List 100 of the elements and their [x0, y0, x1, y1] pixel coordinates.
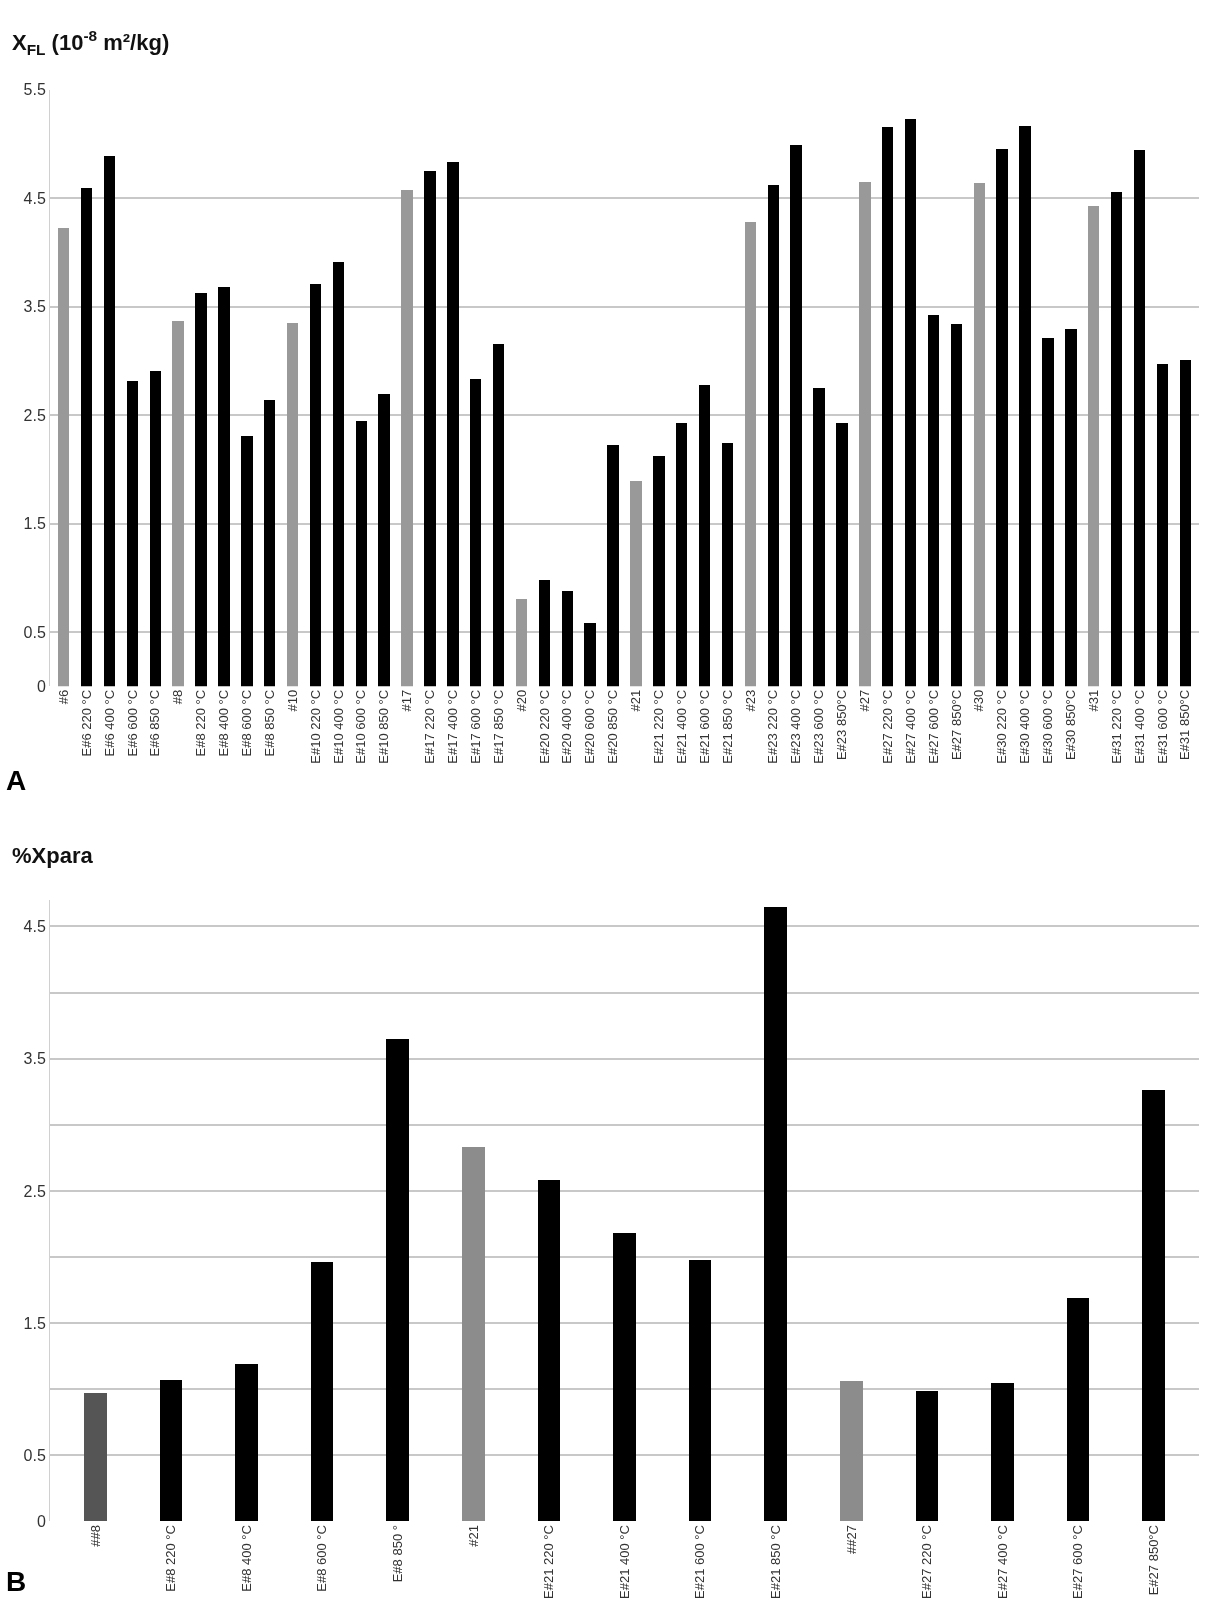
- x-tick-label: #10: [284, 689, 300, 712]
- bar: [160, 1380, 182, 1521]
- bar: [235, 1364, 258, 1521]
- bar: [1042, 337, 1054, 687]
- x-tick-label: E#21 400 °C: [673, 689, 689, 764]
- bar: [401, 189, 413, 687]
- bar: [882, 126, 893, 687]
- bar: [378, 393, 390, 687]
- x-tick-label: E#8 850 °C: [261, 689, 277, 757]
- bar: [689, 1260, 711, 1521]
- bar: [311, 1262, 333, 1521]
- bar: [699, 384, 710, 687]
- bar: [928, 314, 939, 687]
- x-tick-label: E#20 600 °C: [582, 689, 598, 764]
- x-tick-label: E#6 400 °C: [101, 689, 117, 757]
- x-tick-label: E#6 600 °C: [124, 689, 140, 757]
- bar: [493, 343, 504, 687]
- bar: [287, 322, 298, 687]
- bar: [150, 370, 161, 687]
- bar: [974, 182, 985, 687]
- x-tick-label: E#6 220 °C: [78, 689, 94, 757]
- x-tick-label: E#31 850°C: [1177, 689, 1193, 761]
- x-tick-label: E#17 400 °C: [445, 689, 461, 764]
- x-tick-label: E#30 600 °C: [1040, 689, 1056, 764]
- x-tick-label: #21: [465, 1525, 481, 1547]
- bar: [1065, 328, 1077, 687]
- bar: [84, 1393, 107, 1521]
- bar: [1088, 205, 1099, 687]
- x-tick-label: E#21 220 °C: [541, 1525, 557, 1599]
- bar: [859, 181, 871, 687]
- x-tick-label: E#8 600 °C: [239, 689, 255, 757]
- x-tick-label: E#27 600 °C: [1070, 1525, 1086, 1599]
- x-tick-label: E#23 600 °C: [811, 689, 827, 764]
- x-tick-label: E#10 600 °C: [353, 689, 369, 764]
- y-tick-label: 0: [36, 1513, 46, 1531]
- bar: [745, 221, 756, 687]
- x-tick-label: E#27 400 °C: [902, 689, 918, 764]
- bar: [840, 1381, 863, 1521]
- x-tick-label: E#21 600 °C: [696, 689, 712, 764]
- bar: [813, 387, 825, 687]
- x-tick-label: E#17 220 °C: [422, 689, 438, 764]
- x-tick-label: E#21 600 °C: [692, 1525, 708, 1599]
- x-tick-label: E#31 600 °C: [1154, 689, 1170, 764]
- x-tick-label: E#6 850 °C: [147, 689, 163, 757]
- bar: [836, 422, 848, 687]
- x-tick-label: E#30 220 °C: [994, 689, 1010, 764]
- bar: [462, 1147, 485, 1521]
- bar: [613, 1233, 636, 1521]
- x-tick-label: #6: [55, 689, 71, 705]
- bar: [127, 380, 138, 687]
- x-tick-label: E#17 850 °C: [490, 689, 506, 764]
- bar: [516, 598, 527, 687]
- bar: [1019, 125, 1031, 687]
- y-tick-label: 0.5: [23, 623, 46, 641]
- x-tick-label: E#27 600 °C: [925, 689, 941, 764]
- x-tick-label: E#8 850 °: [389, 1525, 405, 1583]
- bar: [264, 399, 275, 687]
- x-tick-label: #17: [399, 689, 415, 712]
- x-tick-label: E#8 600 °C: [314, 1525, 330, 1592]
- x-tick-label: #27: [857, 689, 873, 712]
- y-tick-label: 5.5: [23, 81, 46, 99]
- bar: [676, 422, 687, 687]
- bar: [790, 144, 802, 687]
- x-tick-label: E#17 600 °C: [467, 689, 483, 764]
- bar: [1157, 363, 1168, 687]
- bar: [653, 455, 665, 687]
- x-tick-label: E#27 400 °C: [994, 1525, 1010, 1599]
- x-tick-label: E#20 220 °C: [536, 689, 552, 764]
- bar: [607, 444, 619, 687]
- y-axis-title: X$_{FL}$ (10$^{-8}$ m²/kg): [12, 27, 170, 58]
- x-tick-label: #31: [1085, 689, 1101, 712]
- x-tick-label: #23: [742, 689, 758, 712]
- bar: [768, 184, 779, 687]
- y-tick-label: 4.5: [23, 189, 46, 207]
- bar: [333, 261, 344, 687]
- x-tick-label: E#8 400 °C: [238, 1525, 254, 1592]
- bar: [310, 283, 321, 687]
- bar: [81, 187, 92, 687]
- y-tick-label: 4.5: [23, 918, 46, 936]
- x-tick-label: ##8: [87, 1525, 103, 1547]
- text: A: [6, 765, 27, 796]
- x-tick-label: E#20 850 °C: [605, 689, 621, 764]
- y-axis-title: %Xpara: [12, 843, 94, 868]
- x-tick-label: E#31 400 °C: [1131, 689, 1147, 764]
- bar: [58, 227, 69, 687]
- x-tick-label: E#8 220 °C: [193, 689, 209, 757]
- x-tick-label: E#10 850 °C: [376, 689, 392, 764]
- x-tick-label: #8: [170, 689, 186, 705]
- x-tick-label: ##27: [843, 1525, 859, 1554]
- bar: [1142, 1090, 1165, 1521]
- y-tick-label: 3.5: [23, 1050, 46, 1068]
- x-tick-label: #20: [513, 689, 529, 712]
- bar: [764, 907, 787, 1521]
- x-tick-label: E#30 400 °C: [1017, 689, 1033, 764]
- bar: [1180, 359, 1191, 687]
- x-tick-label: E#31 220 °C: [1108, 689, 1124, 764]
- bar: [630, 480, 642, 687]
- bar: [447, 161, 459, 687]
- x-tick-label: E#10 220 °C: [307, 689, 323, 764]
- y-tick-label: 3.5: [23, 298, 46, 316]
